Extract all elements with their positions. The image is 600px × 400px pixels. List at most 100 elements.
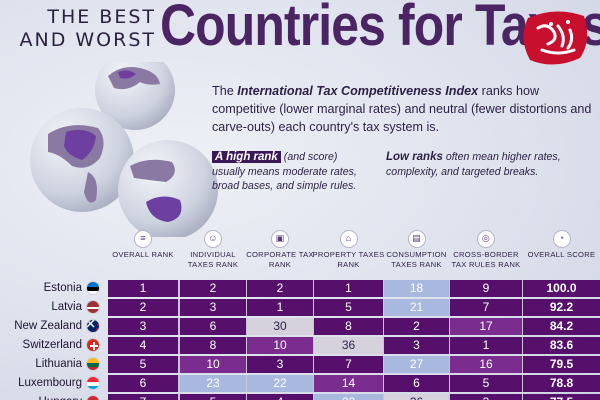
table-cell: 6 bbox=[180, 318, 246, 335]
table-cell: 9 bbox=[450, 280, 522, 297]
table-cell: 3 bbox=[108, 318, 178, 335]
column-header-label: CORPORATE TAX RANK bbox=[246, 250, 314, 269]
table-cell: 18 bbox=[384, 280, 449, 297]
table-cell: 83.6 bbox=[523, 337, 600, 354]
table-cell: 7 bbox=[314, 356, 383, 373]
table-cell: 92.2 bbox=[523, 299, 600, 316]
table-cell: 22 bbox=[247, 375, 313, 392]
high-rank-paren: (and score) bbox=[280, 151, 338, 163]
desc-lead: The bbox=[212, 84, 238, 98]
column-header-1: ≡ OVERALL RANK bbox=[107, 230, 179, 260]
table-cell: 84.2 bbox=[523, 318, 600, 335]
country-name: Hungary bbox=[0, 393, 82, 400]
index-name: International Tax Competitiveness Index bbox=[237, 84, 479, 98]
flag-icon bbox=[86, 319, 100, 333]
table-cell: 36 bbox=[314, 337, 383, 354]
header-line-1: THE BEST bbox=[47, 6, 156, 28]
ranking-icon: ≡ bbox=[134, 230, 152, 248]
column-header-5: ▤ CONSUMPTION TAXES RANK bbox=[381, 230, 453, 269]
table-cell: 7 bbox=[108, 394, 178, 400]
column-header-label: CONSUMPTION TAXES RANK bbox=[386, 250, 447, 269]
person-icon: ☺ bbox=[204, 230, 222, 248]
table-cell: 5 bbox=[314, 299, 383, 316]
table-cell: 6 bbox=[384, 375, 449, 392]
table-cell: 4 bbox=[247, 394, 313, 400]
table-cell: 8 bbox=[314, 318, 383, 335]
high-rank-note: A high rank (and score) usually means mo… bbox=[212, 150, 372, 194]
globes-illustration bbox=[30, 62, 218, 237]
country-name: Estonia bbox=[43, 282, 82, 294]
country-name: Latvia bbox=[51, 301, 82, 313]
table-cell: 5 bbox=[180, 394, 246, 400]
table-cell: 2 bbox=[180, 280, 246, 297]
globe-icon: ◎ bbox=[477, 230, 495, 248]
column-header-label: PROPERTY TAXES RANK bbox=[312, 250, 385, 269]
high-rank-text: usually means moderate rates, broad base… bbox=[212, 165, 357, 193]
table-cell: 10 bbox=[247, 337, 313, 354]
column-header-3: ▣ CORPORATE TAX RANK bbox=[244, 230, 316, 269]
column-header-6: ◎ CROSS-BORDER TAX RULES RANK bbox=[450, 230, 522, 269]
low-rank-note: Low ranks often mean higher rates, compl… bbox=[386, 150, 586, 179]
table-cell: 4 bbox=[108, 337, 178, 354]
column-header-label: OVERALL RANK bbox=[112, 250, 174, 259]
table-cell: 5 bbox=[450, 375, 522, 392]
table-cell: 2 bbox=[108, 299, 178, 316]
table-cell: 78.8 bbox=[523, 375, 600, 392]
column-header-2: ☺ INDIVIDUAL TAXES RANK bbox=[177, 230, 249, 269]
flag-icon bbox=[86, 357, 100, 371]
table-cell: 2 bbox=[384, 318, 449, 335]
column-header-4: ⌂ PROPERTY TAXES RANK bbox=[313, 230, 385, 269]
header-line-2: AND WORST bbox=[19, 29, 156, 51]
low-rank-text: often mean higher rates, complexity, and… bbox=[386, 151, 561, 178]
table-cell: 8 bbox=[180, 337, 246, 354]
table-cell: 7 bbox=[450, 299, 522, 316]
table-cell: 3 bbox=[247, 356, 313, 373]
table-cell: 16 bbox=[450, 356, 522, 373]
cart-icon: ▤ bbox=[407, 230, 426, 248]
table-cell: 27 bbox=[384, 356, 449, 373]
index-description: The International Tax Competitiveness In… bbox=[212, 82, 592, 136]
table-cell: 77.5 bbox=[523, 394, 600, 400]
table-cell: 14 bbox=[314, 375, 383, 392]
table-cell: 17 bbox=[450, 318, 522, 335]
table-cell: 5 bbox=[108, 356, 178, 373]
column-header-label: INDIVIDUAL TAXES RANK bbox=[187, 250, 239, 269]
high-rank-highlight: A high rank bbox=[212, 151, 281, 163]
gauge-icon: ◔ bbox=[552, 230, 571, 248]
flag-icon bbox=[86, 376, 100, 390]
header-subtitle: THE BEST AND WORST bbox=[8, 6, 156, 52]
table-cell: 3 bbox=[180, 299, 246, 316]
flag-icon bbox=[86, 338, 100, 352]
table-cell: 3 bbox=[384, 337, 449, 354]
flag-icon bbox=[86, 300, 100, 314]
briefcase-icon: ▣ bbox=[271, 230, 289, 248]
site-logo-icon bbox=[523, 11, 588, 65]
table-cell: 1 bbox=[247, 299, 313, 316]
country-name: New Zealand bbox=[14, 320, 82, 332]
table-cell: 30 bbox=[247, 318, 313, 335]
globe-right bbox=[118, 140, 218, 237]
column-header-label: OVERALL SCORE bbox=[527, 250, 596, 259]
table-cell: 1 bbox=[314, 280, 383, 297]
table-cell: 3 bbox=[450, 394, 522, 400]
desc-rest: ranks how competitive (lower marginal ra… bbox=[212, 84, 592, 134]
table-cell: 36 bbox=[384, 394, 449, 400]
country-name: Luxembourg bbox=[18, 377, 82, 389]
country-name: Switzerland bbox=[22, 339, 82, 351]
column-header-label: CROSS-BORDER TAX RULES RANK bbox=[451, 250, 521, 269]
table-cell: 21 bbox=[384, 299, 449, 316]
table-cell: 10 bbox=[180, 356, 246, 373]
table-cell: 23 bbox=[314, 394, 383, 400]
flag-icon bbox=[86, 281, 100, 295]
table-cell: 1 bbox=[108, 280, 178, 297]
table-cell: 1 bbox=[450, 337, 522, 354]
country-name: Lithuania bbox=[35, 358, 82, 370]
column-header-7: ◔ OVERALL SCORE bbox=[526, 230, 598, 260]
table-cell: 6 bbox=[108, 375, 178, 392]
house-icon: ⌂ bbox=[339, 230, 358, 248]
low-rank-highlight: Low ranks bbox=[386, 151, 443, 163]
table-cell: 23 bbox=[180, 375, 246, 392]
table-cell: 2 bbox=[247, 280, 313, 297]
table-cell: 79.5 bbox=[523, 356, 600, 373]
table-cell: 100.0 bbox=[523, 280, 600, 297]
